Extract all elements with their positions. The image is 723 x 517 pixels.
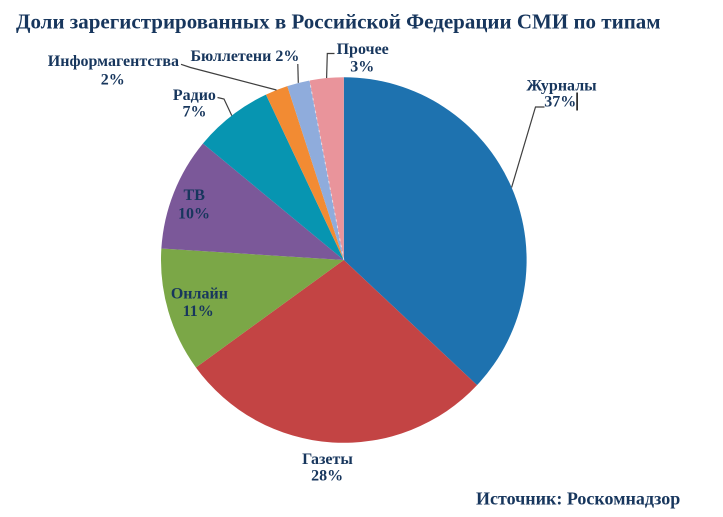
svg-text:Журналы: Журналы bbox=[526, 77, 597, 94]
svg-text:3%: 3% bbox=[350, 59, 374, 76]
svg-text:Доли зарегистрированных в Росс: Доли зарегистрированных в Российской Фед… bbox=[16, 10, 661, 34]
svg-text:Радио: Радио bbox=[173, 87, 216, 104]
svg-text:37%: 37% bbox=[544, 94, 576, 111]
svg-text:Источник: Роскомнадзор: Источник: Роскомнадзор bbox=[476, 489, 680, 509]
svg-text:28%: 28% bbox=[311, 468, 343, 485]
svg-text:10%: 10% bbox=[178, 205, 210, 222]
svg-text:Прочее: Прочее bbox=[337, 41, 389, 58]
svg-text:Газеты: Газеты bbox=[302, 451, 353, 468]
svg-text:11%: 11% bbox=[183, 303, 214, 320]
svg-text:Онлайн: Онлайн bbox=[171, 286, 228, 303]
svg-text:ТВ: ТВ bbox=[184, 187, 206, 204]
svg-text:7%: 7% bbox=[183, 104, 207, 121]
svg-text:Бюллетени 2%: Бюллетени 2% bbox=[190, 48, 299, 65]
svg-text:Информагентства: Информагентства bbox=[48, 53, 179, 70]
svg-text:2%: 2% bbox=[101, 72, 125, 89]
